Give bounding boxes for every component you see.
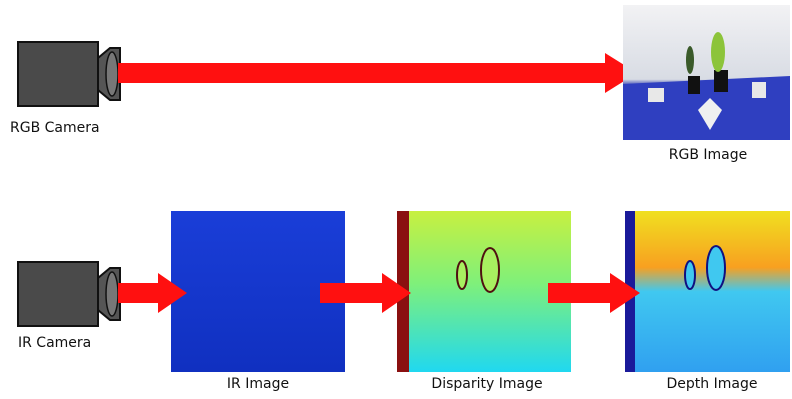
ir-camera bbox=[18, 262, 120, 326]
node-label: Disparity Image bbox=[431, 376, 542, 392]
depth-image bbox=[625, 211, 790, 372]
node-label: Depth Image bbox=[667, 376, 758, 392]
node-label: IR Camera bbox=[18, 335, 91, 351]
diagram: RGB Camera RGB Image IR Camera IR Image … bbox=[0, 0, 792, 399]
arrow bbox=[118, 53, 637, 93]
node-label: IR Image bbox=[227, 376, 289, 392]
disparity-image bbox=[397, 211, 571, 372]
rgb-image bbox=[623, 5, 790, 140]
node-label: RGB Image bbox=[669, 147, 747, 163]
ir-image bbox=[171, 211, 345, 372]
page: RGB Camera RGB Image IR Camera IR Image … bbox=[0, 0, 792, 399]
node-label: RGB Camera bbox=[10, 120, 100, 136]
rgb-camera bbox=[18, 42, 120, 106]
